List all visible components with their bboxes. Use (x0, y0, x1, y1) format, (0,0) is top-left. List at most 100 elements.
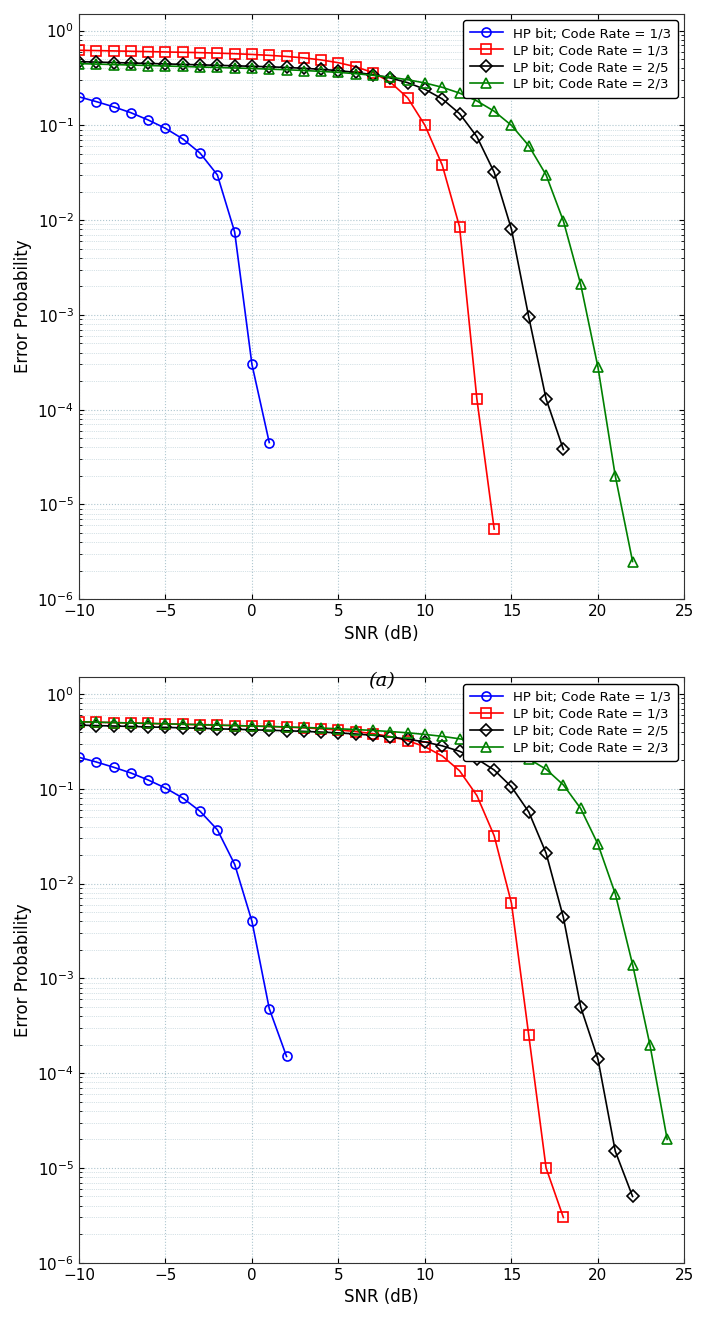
LP bit; Code Rate = 2/5 (369, 727, 377, 743)
HP bit; Code Rate = 1/3 (265, 1001, 273, 1016)
LP bit; Code Rate = 2/3 (178, 717, 187, 733)
HP bit; Code Rate = 1/3 (213, 822, 222, 838)
LP bit; Code Rate = 1/3 (334, 55, 343, 71)
LP bit; Code Rate = 1/3 (490, 828, 498, 843)
LP bit; Code Rate = 2/3 (421, 75, 429, 91)
HP bit; Code Rate = 1/3 (213, 168, 222, 183)
LP bit; Code Rate = 1/3 (265, 718, 273, 734)
LP bit; Code Rate = 2/5 (386, 729, 394, 744)
LP bit; Code Rate = 1/3 (248, 46, 256, 62)
LP bit; Code Rate = 2/5 (282, 59, 291, 75)
LP bit; Code Rate = 1/3 (351, 723, 360, 739)
LP bit; Code Rate = 1/3 (178, 45, 187, 61)
LP bit; Code Rate = 1/3 (161, 715, 170, 731)
LP bit; Code Rate = 2/5 (334, 725, 343, 741)
LP bit; Code Rate = 2/5 (213, 721, 222, 737)
LP bit; Code Rate = 2/5 (230, 58, 239, 74)
LP bit; Code Rate = 2/3 (386, 723, 394, 739)
X-axis label: SNR (dB): SNR (dB) (344, 1288, 419, 1305)
LP bit; Code Rate = 2/3 (230, 61, 239, 77)
LP bit; Code Rate = 2/3 (109, 714, 118, 730)
LP bit; Code Rate = 2/3 (611, 886, 620, 902)
LP bit; Code Rate = 2/3 (525, 751, 533, 767)
LP bit; Code Rate = 2/3 (127, 57, 135, 73)
LP bit; Code Rate = 1/3 (473, 788, 481, 804)
LP bit; Code Rate = 2/5 (196, 57, 205, 73)
LP bit; Code Rate = 2/3 (369, 67, 377, 83)
LP bit; Code Rate = 2/5 (265, 722, 273, 738)
LP bit; Code Rate = 2/5 (369, 67, 377, 83)
LP bit; Code Rate = 2/3 (542, 168, 550, 183)
LP bit; Code Rate = 2/3 (144, 715, 152, 731)
LP bit; Code Rate = 2/5 (421, 734, 429, 750)
LP bit; Code Rate = 1/3 (473, 391, 481, 407)
LP bit; Code Rate = 1/3 (265, 48, 273, 63)
HP bit; Code Rate = 1/3 (196, 145, 205, 161)
LP bit; Code Rate = 2/5 (438, 738, 447, 754)
LP bit; Code Rate = 1/3 (525, 1027, 533, 1043)
LP bit; Code Rate = 2/3 (628, 957, 636, 973)
HP bit; Code Rate = 1/3 (92, 754, 101, 770)
LP bit; Code Rate = 1/3 (196, 717, 205, 733)
LP bit; Code Rate = 1/3 (404, 733, 412, 748)
LP bit; Code Rate = 2/3 (473, 92, 481, 108)
LP bit; Code Rate = 2/5 (473, 129, 481, 145)
LP bit; Code Rate = 1/3 (559, 1209, 568, 1225)
LP bit; Code Rate = 2/5 (248, 722, 256, 738)
LP bit; Code Rate = 1/3 (92, 42, 101, 58)
LP bit; Code Rate = 2/3 (161, 715, 170, 731)
LP bit; Code Rate = 1/3 (196, 45, 205, 61)
LP bit; Code Rate = 2/5 (144, 719, 152, 735)
HP bit; Code Rate = 1/3 (109, 759, 118, 775)
LP bit; Code Rate = 1/3 (369, 726, 377, 742)
LP bit; Code Rate = 2/3 (317, 63, 326, 79)
HP bit; Code Rate = 1/3 (161, 780, 170, 796)
LP bit; Code Rate = 1/3 (386, 729, 394, 744)
LP bit; Code Rate = 2/5 (282, 723, 291, 739)
LP bit; Code Rate = 2/3 (594, 359, 603, 375)
LP bit; Code Rate = 2/5 (351, 65, 360, 81)
LP bit; Code Rate = 1/3 (161, 44, 170, 59)
LP bit; Code Rate = 1/3 (404, 90, 412, 106)
LP bit; Code Rate = 2/5 (525, 804, 533, 820)
HP bit; Code Rate = 1/3 (248, 913, 256, 929)
LP bit; Code Rate = 2/3 (178, 58, 187, 74)
LP bit; Code Rate = 2/3 (92, 714, 101, 730)
LP bit; Code Rate = 1/3 (351, 59, 360, 75)
LP bit; Code Rate = 1/3 (74, 714, 83, 730)
LP bit; Code Rate = 2/3 (213, 717, 222, 733)
LP bit; Code Rate = 2/3 (109, 57, 118, 73)
LP bit; Code Rate = 2/5 (92, 718, 101, 734)
LP bit; Code Rate = 1/3 (421, 739, 429, 755)
LP bit; Code Rate = 2/5 (542, 845, 550, 861)
LP bit; Code Rate = 2/5 (92, 54, 101, 70)
LP bit; Code Rate = 2/5 (161, 719, 170, 735)
LP bit; Code Rate = 1/3 (74, 42, 83, 58)
LP bit; Code Rate = 2/5 (421, 82, 429, 98)
LP bit; Code Rate = 2/5 (386, 70, 394, 86)
Legend: HP bit; Code Rate = 1/3, LP bit; Code Rate = 1/3, LP bit; Code Rate = 2/5, LP bi: HP bit; Code Rate = 1/3, LP bit; Code Ra… (463, 684, 678, 762)
LP bit; Code Rate = 1/3 (334, 722, 343, 738)
LP bit; Code Rate = 2/5 (196, 721, 205, 737)
LP bit; Code Rate = 2/5 (230, 721, 239, 737)
LP bit; Code Rate = 1/3 (127, 715, 135, 731)
Y-axis label: Error Probability: Error Probability (14, 903, 32, 1036)
LP bit; Code Rate = 2/3 (611, 469, 620, 484)
LP bit; Code Rate = 2/5 (490, 762, 498, 777)
Y-axis label: Error Probability: Error Probability (14, 240, 32, 374)
HP bit; Code Rate = 1/3 (248, 356, 256, 372)
LP bit; Code Rate = 2/5 (213, 57, 222, 73)
HP bit; Code Rate = 1/3 (109, 99, 118, 115)
LP bit; Code Rate = 2/5 (490, 164, 498, 180)
LP bit; Code Rate = 2/5 (351, 726, 360, 742)
LP bit; Code Rate = 2/3 (525, 137, 533, 153)
LP bit; Code Rate = 1/3 (507, 895, 515, 911)
LP bit; Code Rate = 2/3 (317, 721, 326, 737)
LP bit; Code Rate = 2/3 (576, 276, 585, 292)
LP bit; Code Rate = 2/5 (144, 55, 152, 71)
LP bit; Code Rate = 1/3 (213, 717, 222, 733)
LP bit; Code Rate = 2/3 (594, 837, 603, 853)
LP bit; Code Rate = 2/5 (542, 391, 550, 407)
LP bit; Code Rate = 2/3 (455, 731, 464, 747)
HP bit; Code Rate = 1/3 (196, 804, 205, 820)
